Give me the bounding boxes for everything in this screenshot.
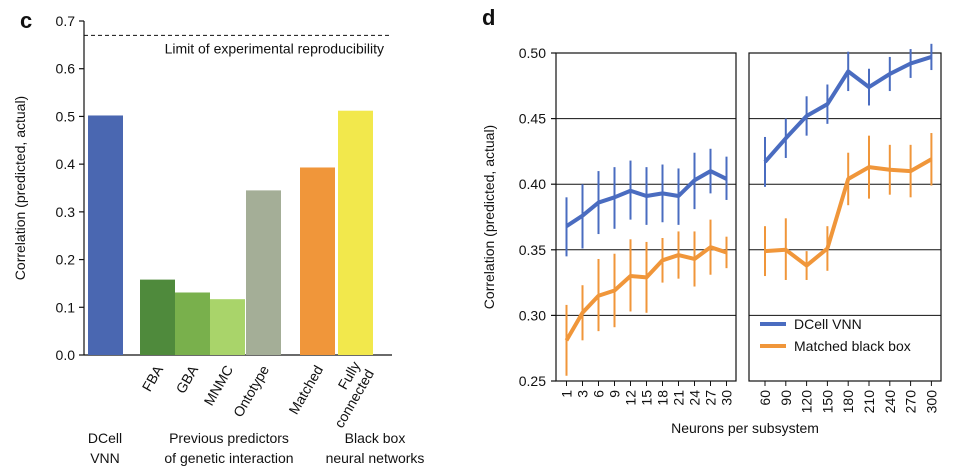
y-tick-label-c: 0.4 [56,156,76,172]
legend-label: DCell VNN [794,316,862,332]
legend-label: Matched black box [794,338,911,354]
series-line-dcell-vnn [763,55,933,164]
x-tick-label-d: 9 [607,390,623,398]
y-axis-label-d: Correlation (predicted, actual) [481,125,497,309]
bar-dcell-vnn [88,115,123,355]
reproducibility-limit-label: Limit of experimental reproducibility [165,40,384,56]
x-tick-label-d: 240 [882,390,898,414]
y-tick-label-c: 0.5 [56,108,76,124]
series-line-matched-black-box [764,157,933,268]
y-tick-label-c: 0.3 [56,204,76,220]
y-axis-label-c: Correlation (predicted, actual) [12,96,28,280]
group-label-c: neural networks [326,450,425,466]
series-line-dcell-vnn [565,169,728,228]
group-label-c: of genetic interaction [164,450,293,466]
bar-mnmc [210,299,245,355]
facet-frame-1 [748,52,942,382]
y-tick-label-d: 0.25 [519,373,546,389]
bar-matched [300,167,335,355]
x-tick-label-d: 27 [703,390,719,406]
group-label-c: Black box [345,430,406,446]
x-tick-label-d: 90 [778,390,794,406]
y-tick-label-d: 0.30 [519,307,546,323]
y-tick-label-c: 0.0 [56,347,76,363]
y-tick-label-d: 0.50 [519,45,546,61]
panel-label-c: c [20,8,32,33]
bar-fba [140,279,175,355]
x-tick-label-d: 6 [591,390,607,398]
x-tick-label-d: 18 [655,390,671,406]
y-tick-label-c: 0.7 [56,13,76,29]
x-tick-label-d: 60 [757,390,773,406]
x-axis-label-d: Neurons per subsystem [671,420,819,436]
y-tick-label-d: 0.35 [519,242,546,258]
bar-gba [175,292,210,355]
x-tick-label-d: 1 [559,390,575,398]
series-line-matched-black-box [564,245,728,342]
x-tick-label-d: 15 [639,390,655,406]
y-tick-label-c: 0.6 [56,61,76,77]
y-tick-label-c: 0.2 [56,252,76,268]
x-tick-label-d: 180 [840,390,856,414]
bar-fully-connected [338,110,373,356]
x-tick-label-d: 12 [623,390,639,406]
bar-ontotype [246,190,281,355]
y-tick-label-c: 0.1 [56,299,76,315]
group-label-c: DCell [88,430,122,446]
x-tick-label-d: 21 [671,390,687,406]
x-tick-label-d: 150 [819,390,835,414]
x-tick-label-d: 24 [687,390,703,406]
y-tick-label-d: 0.40 [519,176,546,192]
group-label-c: Previous predictors [169,430,289,446]
x-tick-label-d: 120 [799,390,815,414]
group-label-c: VNN [90,450,120,466]
x-tick-label-d: 30 [719,390,735,406]
panel-label-d: d [482,5,495,30]
x-tick-label-d: 300 [923,390,939,414]
x-tick-label-d: 270 [903,390,919,414]
x-tick-label-d: 3 [575,390,591,398]
x-tick-label-d: 210 [861,390,877,414]
y-tick-label-d: 0.45 [519,111,546,127]
